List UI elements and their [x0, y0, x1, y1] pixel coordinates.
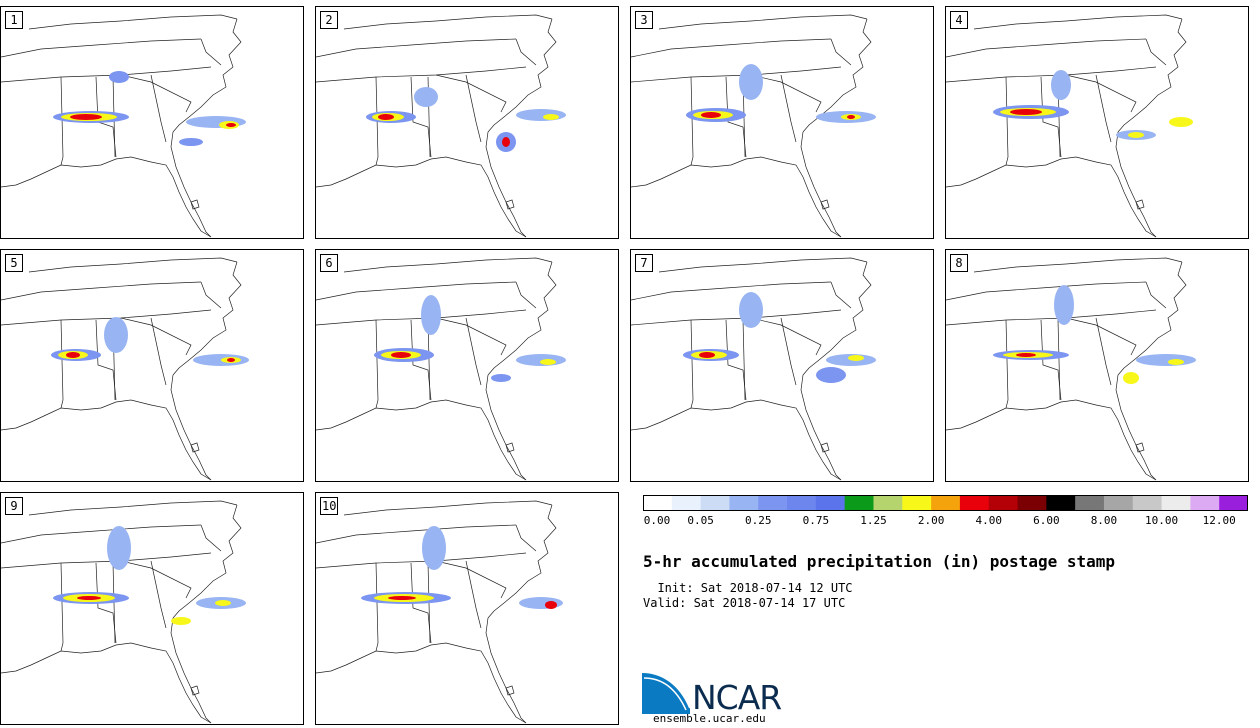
precipitation-map-10 [316, 493, 563, 725]
colorbar-tick-label: 6.00 [1033, 514, 1060, 527]
colorbar-tick-label: 12.00 [1202, 514, 1236, 527]
ensemble-member-panel-9: 9 [0, 492, 304, 725]
colorbar-swatch [1132, 495, 1163, 511]
precipitation-colorbar [643, 495, 1248, 511]
ensemble-member-panel-4: 4 [945, 6, 1249, 239]
colorbar-swatch [815, 495, 846, 511]
precipitation-map-7 [631, 250, 876, 482]
colorbar-swatch [1103, 495, 1134, 511]
init-time: Init: Sat 2018-07-14 12 UTC [643, 581, 853, 595]
site-url: ensemble.ucar.edu [653, 712, 766, 725]
colorbar-tick-label: 0.25 [744, 514, 772, 527]
panel-number-4: 4 [950, 11, 968, 29]
precipitation-map-2 [316, 7, 566, 239]
ensemble-member-panel-8: 8 [945, 249, 1249, 482]
ncar-logo-icon [642, 671, 691, 714]
precipitation-map-3 [631, 7, 876, 239]
panel-number-9: 9 [5, 497, 23, 515]
panel-number-7: 7 [635, 254, 653, 272]
panel-number-2: 2 [320, 11, 338, 29]
colorbar-swatch [902, 495, 932, 511]
colorbar-swatch [988, 495, 1019, 511]
ensemble-member-panel-1: 1 [0, 6, 304, 239]
colorbar-swatch [643, 495, 673, 511]
colorbar-swatch [1075, 495, 1105, 511]
ensemble-member-panel-2: 2 [315, 6, 619, 239]
colorbar-swatch [671, 495, 702, 511]
colorbar-swatch [959, 495, 990, 511]
colorbar-swatch [787, 495, 817, 511]
panel-number-3: 3 [635, 11, 653, 29]
colorbar-tick-label: 2.00 [917, 514, 945, 527]
precipitation-map-5 [1, 250, 249, 482]
panel-number-5: 5 [5, 254, 23, 272]
colorbar-swatch [1161, 495, 1191, 511]
colorbar-swatch [1046, 495, 1076, 511]
ensemble-member-panel-3: 3 [630, 6, 934, 239]
panel-number-1: 1 [5, 11, 23, 29]
precipitation-map-8 [946, 250, 1196, 482]
panel-number-8: 8 [950, 254, 968, 272]
ensemble-member-panel-7: 7 [630, 249, 934, 482]
valid-time: Valid: Sat 2018-07-14 17 UTC [643, 596, 846, 610]
precipitation-map-6 [316, 250, 566, 482]
colorbar-swatch [931, 495, 961, 511]
colorbar-swatch [729, 495, 759, 511]
colorbar-tick-label: 4.00 [975, 514, 1002, 527]
precipitation-map-4 [946, 7, 1193, 239]
colorbar-tick-label: 8.00 [1090, 514, 1118, 527]
ensemble-member-panel-5: 5 [0, 249, 304, 482]
colorbar-swatch [758, 495, 788, 511]
colorbar-frame [643, 495, 1248, 511]
ncar-logo-text: NCAR [692, 678, 782, 717]
colorbar-tick-labels: 0.00 0.05 0.25 0.75 1.25 2.00 4.00 6.00 8.00 10.0… [643, 514, 1248, 528]
colorbar-swatch [1017, 495, 1047, 511]
colorbar-tick-label: 0.05 [687, 514, 714, 527]
panel-number-10: 10 [320, 497, 339, 515]
colorbar-tick-label: 1.25 [860, 514, 887, 527]
precipitation-map-9 [1, 493, 246, 725]
colorbar-swatch [700, 495, 730, 511]
colorbar-swatch [1190, 495, 1220, 511]
colorbar-swatch [844, 495, 874, 511]
colorbar-swatch [1219, 495, 1248, 511]
chart-title: 5-hr accumulated precipitation (in) post… [643, 552, 1116, 571]
ensemble-member-panel-6: 6 [315, 249, 619, 482]
precipitation-map-1 [1, 7, 246, 239]
panel-number-6: 6 [320, 254, 338, 272]
colorbar-tick-label: 0.00 [643, 514, 671, 527]
ensemble-member-panel-10: 10 [315, 492, 619, 725]
colorbar-tick-label: 0.75 [802, 514, 830, 527]
colorbar-swatch [873, 495, 903, 511]
colorbar-tick-label: 10.00 [1145, 514, 1179, 527]
